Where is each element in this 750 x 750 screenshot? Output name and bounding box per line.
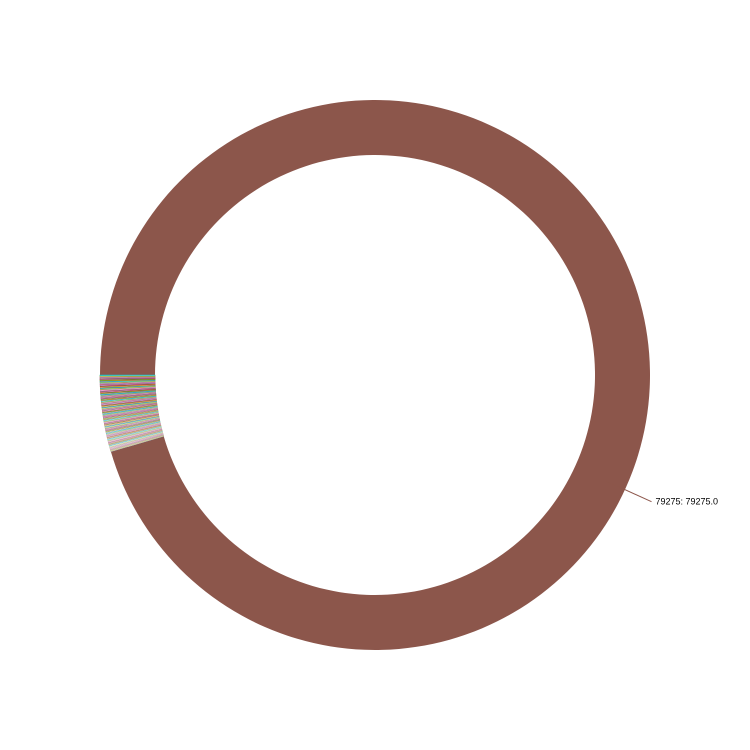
minor-slice <box>106 424 162 438</box>
minor-slice <box>107 427 163 443</box>
minor-slice <box>106 424 162 440</box>
minor-slice <box>109 434 164 451</box>
labels-layer: 79275: 79275.0 <box>606 480 719 507</box>
minor-slice <box>109 433 164 450</box>
minor-slice <box>107 427 162 442</box>
minor-slice <box>109 432 164 449</box>
minor-slice <box>106 422 161 437</box>
minor-slice <box>107 428 163 444</box>
minor-slice <box>106 424 162 439</box>
minor-slice <box>107 426 162 442</box>
minor-slice <box>110 434 164 452</box>
slice-label-leader <box>606 480 652 503</box>
slice-label: 79275: 79275.0 <box>656 497 719 507</box>
minor-slice <box>107 425 162 440</box>
minor-slice <box>106 423 162 438</box>
slices-layer <box>99 99 650 651</box>
minor-slice <box>108 431 163 447</box>
minor-slice <box>108 429 163 445</box>
minor-slice <box>99 374 156 376</box>
minor-slice <box>108 428 163 444</box>
slice-79275 <box>100 99 650 651</box>
minor-slice <box>108 429 163 445</box>
minor-slice <box>108 431 164 448</box>
